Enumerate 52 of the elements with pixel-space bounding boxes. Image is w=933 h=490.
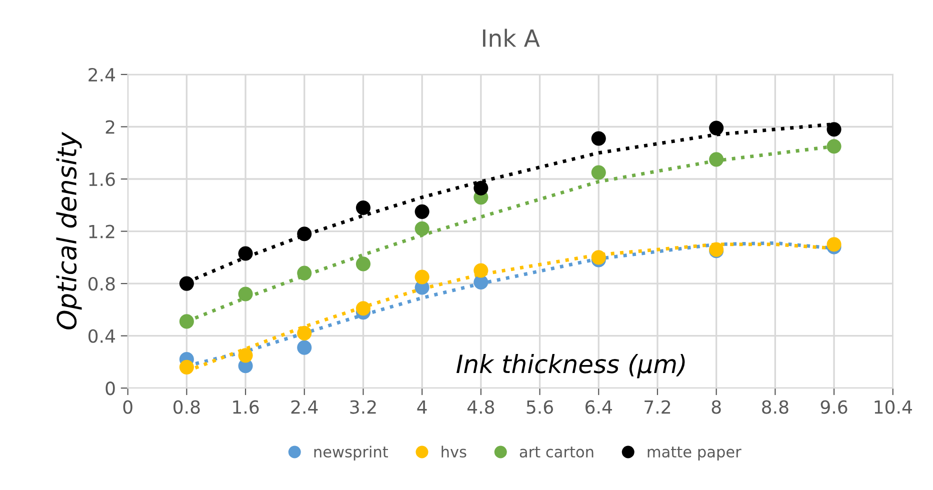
x-tick-label: 1.6 bbox=[233, 400, 259, 414]
point bbox=[297, 266, 312, 280]
x-tick-label: 6.4 bbox=[586, 400, 612, 414]
point bbox=[297, 340, 312, 355]
point bbox=[591, 131, 606, 146]
x-tick-label: 3.2 bbox=[350, 400, 376, 414]
chart-title: Ink A bbox=[483, 28, 540, 47]
x-tick-label: 0.8 bbox=[174, 400, 200, 414]
point bbox=[356, 200, 371, 216]
legend-label: newsprint bbox=[314, 446, 388, 461]
point bbox=[826, 122, 842, 137]
point bbox=[179, 360, 194, 374]
x-tick-label: 9.6 bbox=[820, 400, 848, 414]
point bbox=[356, 301, 371, 316]
x-tick-label: 4 bbox=[417, 400, 427, 414]
legend-label: art carton bbox=[520, 446, 594, 458]
point bbox=[238, 348, 253, 363]
point bbox=[238, 246, 253, 261]
x-tick-label: 7.2 bbox=[644, 400, 670, 414]
legend-label: hvs bbox=[442, 446, 466, 458]
x-tick-label: 0 bbox=[123, 400, 132, 414]
x-tick-label: 10.4 bbox=[874, 400, 912, 414]
point bbox=[709, 152, 724, 167]
y-tick-label: 0.4 bbox=[88, 329, 116, 343]
point bbox=[238, 286, 253, 302]
point bbox=[297, 326, 312, 340]
x-tick-label: 4.8 bbox=[467, 400, 494, 414]
point bbox=[356, 256, 371, 272]
point bbox=[474, 180, 488, 196]
x-axis-title: Ink thickness (µm) bbox=[456, 354, 685, 378]
y-axis-title: Optical density bbox=[56, 132, 82, 330]
point bbox=[414, 204, 430, 219]
point bbox=[297, 226, 312, 242]
y-tick-label: 2 bbox=[106, 120, 114, 134]
point bbox=[414, 270, 430, 284]
y-tick-label: 0.8 bbox=[88, 277, 115, 291]
y-tick-label: 1.6 bbox=[89, 172, 115, 186]
point bbox=[591, 165, 606, 180]
point bbox=[709, 120, 724, 136]
x-tick-label: 5.6 bbox=[526, 400, 553, 414]
x-tick-label: 2.4 bbox=[291, 400, 318, 414]
point bbox=[414, 221, 430, 236]
y-tick-label: 0 bbox=[106, 382, 115, 396]
legend-label: matte paper bbox=[648, 446, 742, 461]
point bbox=[826, 139, 842, 154]
x-tick-label: 8.8 bbox=[762, 400, 788, 414]
point bbox=[179, 314, 194, 329]
y-tick-label: 2.4 bbox=[88, 68, 116, 82]
x-tick-label: 8 bbox=[712, 400, 721, 414]
point bbox=[179, 276, 194, 291]
y-tick-label: 1.2 bbox=[89, 224, 114, 238]
point bbox=[474, 263, 488, 278]
